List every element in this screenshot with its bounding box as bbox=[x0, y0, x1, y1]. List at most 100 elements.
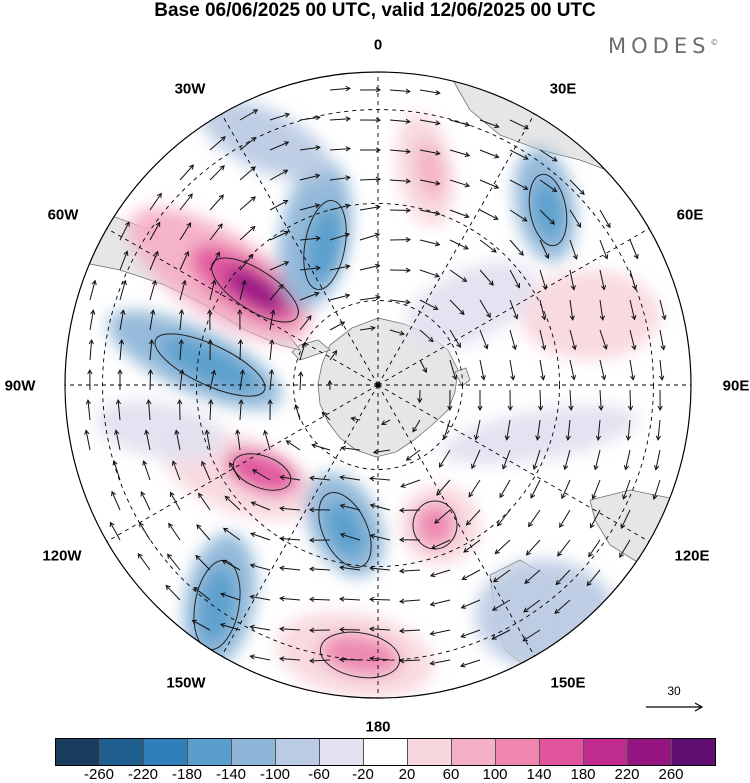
wind-arrow bbox=[417, 389, 423, 404]
arrow-head bbox=[405, 207, 412, 213]
wind-arrow bbox=[599, 299, 605, 321]
arrow-shaft bbox=[468, 479, 481, 498]
arrow-shaft bbox=[115, 430, 121, 451]
arrow-head bbox=[237, 308, 243, 315]
arrow-head bbox=[593, 464, 599, 471]
arrow-shaft bbox=[599, 359, 605, 380]
colorbar-swatch bbox=[56, 739, 99, 765]
arrow-shaft bbox=[449, 329, 461, 348]
wind-arrow bbox=[449, 119, 471, 127]
arrow-shaft bbox=[280, 507, 301, 511]
arrow-shaft bbox=[167, 553, 181, 571]
arrow-head bbox=[279, 565, 285, 571]
arrow-head bbox=[153, 250, 159, 257]
arrow-shaft bbox=[494, 539, 511, 554]
arrow-shaft bbox=[419, 149, 440, 155]
arrow-head bbox=[588, 551, 594, 558]
arrow-shaft bbox=[269, 370, 273, 391]
wind-arrow bbox=[389, 299, 411, 305]
wind-arrow bbox=[463, 539, 481, 553]
arrow-shaft bbox=[280, 628, 301, 631]
contour-line bbox=[318, 492, 372, 568]
wind-arrow bbox=[207, 338, 213, 361]
arrow-head bbox=[222, 527, 229, 533]
wind-arrow bbox=[627, 389, 634, 412]
arrow-shaft bbox=[479, 269, 494, 286]
arrow-head bbox=[191, 619, 198, 625]
wind-arrow bbox=[620, 509, 631, 529]
arrow-shaft bbox=[149, 251, 159, 271]
wind-arrow bbox=[468, 479, 481, 498]
wind-arrow bbox=[209, 223, 223, 241]
arrow-head bbox=[375, 176, 382, 182]
wind-arrow bbox=[193, 586, 211, 601]
wind-arrow bbox=[171, 460, 181, 481]
arrow-head bbox=[142, 460, 148, 466]
wind-arrow bbox=[504, 419, 511, 441]
wind-arrow bbox=[263, 429, 271, 451]
arrow-head bbox=[601, 374, 607, 381]
colorbar bbox=[55, 738, 716, 766]
wind-arrow bbox=[528, 509, 541, 528]
wind-arrow bbox=[419, 179, 441, 186]
arrow-shaft bbox=[329, 265, 350, 271]
arrow-head bbox=[532, 464, 538, 471]
wind-arrow bbox=[339, 474, 361, 481]
wind-arrow bbox=[449, 209, 470, 219]
arrow-head bbox=[174, 429, 180, 435]
arrow-head bbox=[461, 277, 468, 283]
arrow-shaft bbox=[509, 329, 516, 350]
arrow-shaft bbox=[431, 539, 451, 549]
arrow-shaft bbox=[329, 350, 337, 361]
wind-arrow bbox=[168, 522, 181, 541]
wind-arrow bbox=[299, 115, 321, 121]
arrow-head bbox=[196, 524, 202, 530]
arrow-head bbox=[344, 203, 351, 209]
wind-arrow bbox=[434, 509, 451, 524]
wind-arrow bbox=[269, 199, 289, 211]
anomaly-blob bbox=[224, 267, 286, 313]
arrow-shaft bbox=[509, 209, 528, 222]
lon-label-150e: 150E bbox=[550, 674, 586, 692]
arrow-head bbox=[586, 580, 592, 587]
arrow-head bbox=[314, 291, 320, 297]
arrow-shaft bbox=[620, 509, 631, 529]
wind-arrow bbox=[299, 145, 321, 151]
arrow-head bbox=[494, 549, 500, 555]
arrow-head bbox=[167, 553, 173, 559]
arrow-shaft bbox=[569, 389, 572, 410]
arrow-shaft bbox=[564, 449, 571, 470]
arrow-head bbox=[151, 279, 157, 286]
arrow-head bbox=[238, 399, 244, 405]
arrow-head bbox=[168, 522, 174, 529]
arrow-head bbox=[249, 624, 255, 630]
arrow-head bbox=[181, 279, 187, 286]
wind-arrow bbox=[565, 419, 571, 441]
wind-arrow bbox=[525, 539, 541, 556]
arrow-shaft bbox=[588, 539, 601, 557]
arrow-shaft bbox=[389, 89, 410, 93]
arrow-shaft bbox=[539, 209, 555, 225]
arrow-head bbox=[250, 501, 257, 507]
arrow-head bbox=[557, 551, 563, 557]
arrow-head bbox=[464, 182, 471, 188]
wind-arrow bbox=[299, 265, 321, 271]
wind-arrow bbox=[308, 658, 331, 664]
arrow-head bbox=[524, 578, 530, 584]
wind-arrow bbox=[535, 419, 541, 441]
arrow-shaft bbox=[592, 479, 601, 499]
colorbar-swatch bbox=[451, 739, 495, 765]
arrow-shaft bbox=[659, 359, 663, 380]
arrow-head bbox=[525, 550, 532, 556]
arrow-shaft bbox=[461, 629, 481, 638]
arrow-shaft bbox=[239, 226, 256, 241]
arrow-shaft bbox=[479, 359, 485, 380]
wind-arrow bbox=[329, 232, 351, 241]
wind-arrow bbox=[201, 460, 211, 481]
wind-arrow bbox=[209, 251, 220, 271]
wind-arrow bbox=[599, 269, 607, 291]
arrow-shaft bbox=[143, 460, 151, 481]
arrow-head bbox=[171, 460, 177, 466]
wind-arrow bbox=[380, 419, 391, 425]
arrow-head bbox=[118, 339, 125, 345]
